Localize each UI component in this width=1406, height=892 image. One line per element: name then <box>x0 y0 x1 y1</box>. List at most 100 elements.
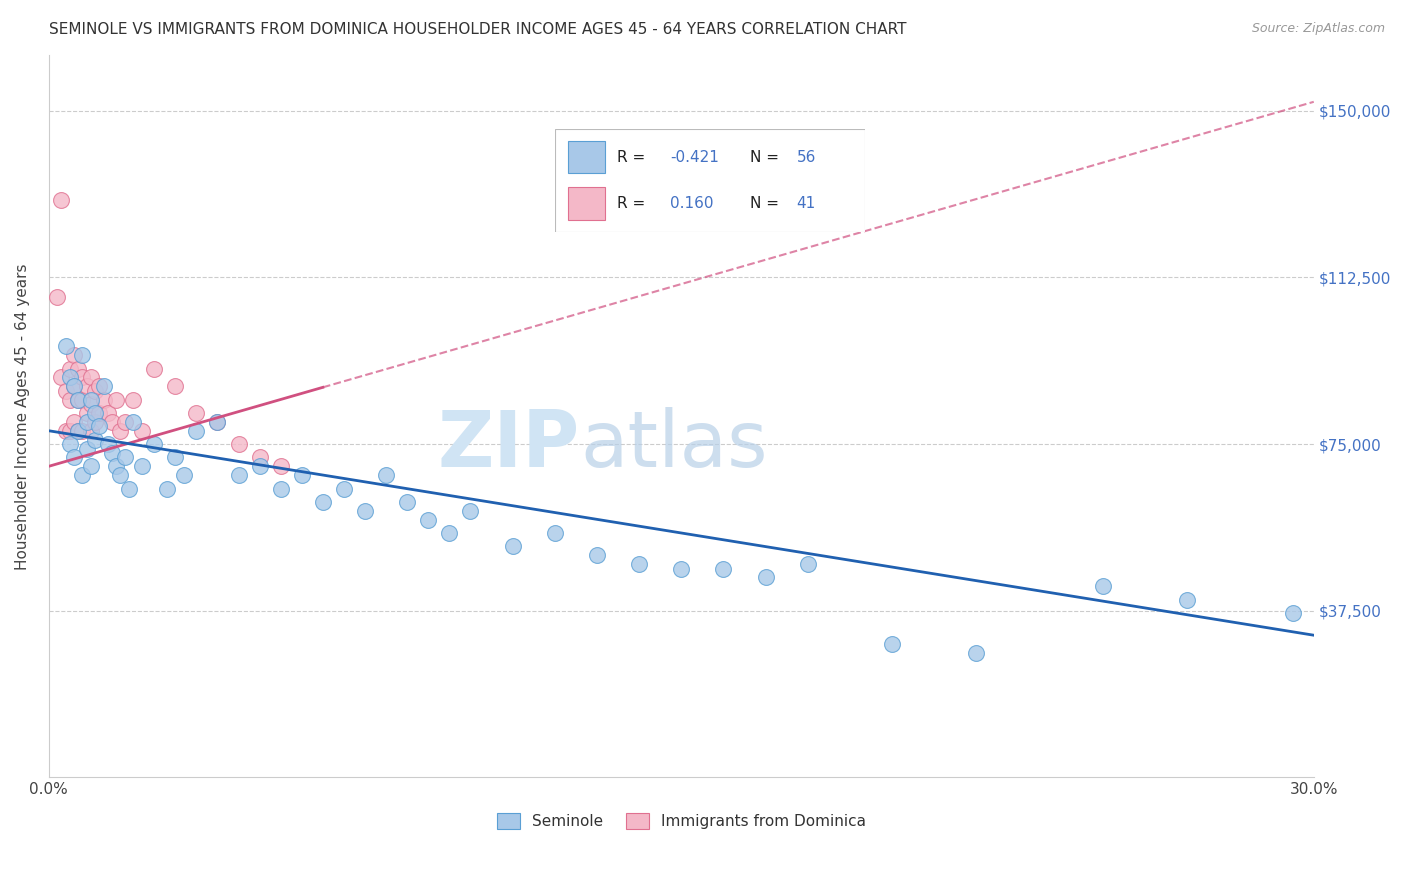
Point <box>1281 606 1303 620</box>
Point <box>131 424 153 438</box>
Point <box>1175 592 1198 607</box>
Point <box>89 406 111 420</box>
Point <box>1091 579 1114 593</box>
Point <box>173 468 195 483</box>
Point <box>59 361 82 376</box>
Point <box>333 482 356 496</box>
Point <box>84 406 107 420</box>
Text: -0.421: -0.421 <box>669 150 718 164</box>
FancyBboxPatch shape <box>568 186 605 219</box>
Point <box>143 361 166 376</box>
Text: R =: R = <box>617 195 651 211</box>
Point <box>502 539 524 553</box>
Point <box>72 424 94 438</box>
Point <box>55 339 77 353</box>
Point <box>186 406 208 420</box>
Point <box>110 424 132 438</box>
Text: 56: 56 <box>797 150 815 164</box>
Point <box>93 392 115 407</box>
Point <box>51 193 73 207</box>
Text: SEMINOLE VS IMMIGRANTS FROM DOMINICA HOUSEHOLDER INCOME AGES 45 - 64 YEARS CORRE: SEMINOLE VS IMMIGRANTS FROM DOMINICA HOU… <box>49 22 907 37</box>
Point <box>143 437 166 451</box>
Point <box>89 379 111 393</box>
Text: N =: N = <box>751 195 785 211</box>
Point <box>755 570 778 584</box>
Point <box>249 450 271 465</box>
Point <box>628 557 651 571</box>
Point <box>165 450 187 465</box>
Point <box>354 504 377 518</box>
Point <box>63 415 86 429</box>
Point <box>89 419 111 434</box>
Point <box>228 437 250 451</box>
Point <box>67 424 90 438</box>
Point <box>63 379 86 393</box>
Point <box>439 526 461 541</box>
Point <box>797 557 820 571</box>
Point <box>84 415 107 429</box>
Point <box>270 482 292 496</box>
Text: N =: N = <box>751 150 785 164</box>
Point <box>110 468 132 483</box>
Text: ZIP: ZIP <box>437 407 581 483</box>
Point <box>713 561 735 575</box>
Legend: Seminole, Immigrants from Dominica: Seminole, Immigrants from Dominica <box>491 807 872 835</box>
Point <box>97 437 120 451</box>
Point <box>80 397 103 411</box>
Point <box>80 392 103 407</box>
Point <box>59 392 82 407</box>
Y-axis label: Householder Income Ages 45 - 64 years: Householder Income Ages 45 - 64 years <box>15 263 30 570</box>
Point <box>80 459 103 474</box>
Point <box>59 370 82 384</box>
Point <box>72 370 94 384</box>
Point <box>101 415 124 429</box>
Point <box>228 468 250 483</box>
Text: atlas: atlas <box>581 407 768 483</box>
Text: R =: R = <box>617 150 651 164</box>
Point <box>418 513 440 527</box>
Point <box>55 384 77 398</box>
Point <box>97 406 120 420</box>
Point <box>93 379 115 393</box>
Point <box>84 433 107 447</box>
Point <box>105 392 128 407</box>
Point <box>105 459 128 474</box>
Text: Source: ZipAtlas.com: Source: ZipAtlas.com <box>1251 22 1385 36</box>
Point <box>72 392 94 407</box>
Point <box>80 424 103 438</box>
Point <box>67 392 90 407</box>
Point <box>165 379 187 393</box>
Point <box>207 415 229 429</box>
Point <box>80 370 103 384</box>
Point <box>375 468 398 483</box>
Point <box>114 415 136 429</box>
Point <box>207 415 229 429</box>
Point <box>101 446 124 460</box>
FancyBboxPatch shape <box>555 129 865 232</box>
Point <box>122 392 145 407</box>
Point <box>72 468 94 483</box>
Point <box>59 424 82 438</box>
Point <box>880 637 903 651</box>
Point <box>63 348 86 362</box>
Point <box>186 424 208 438</box>
Point <box>249 459 271 474</box>
FancyBboxPatch shape <box>568 141 605 173</box>
Point <box>544 526 567 541</box>
Point <box>270 459 292 474</box>
Point <box>76 442 98 456</box>
Point <box>131 459 153 474</box>
Point <box>586 548 609 562</box>
Point <box>156 482 179 496</box>
Point <box>76 415 98 429</box>
Point <box>55 424 77 438</box>
Point <box>122 415 145 429</box>
Point <box>396 495 419 509</box>
Point <box>312 495 335 509</box>
Text: 0.160: 0.160 <box>669 195 713 211</box>
Point <box>76 379 98 393</box>
Point <box>51 370 73 384</box>
Point <box>63 450 86 465</box>
Point <box>63 379 86 393</box>
Text: 41: 41 <box>797 195 815 211</box>
